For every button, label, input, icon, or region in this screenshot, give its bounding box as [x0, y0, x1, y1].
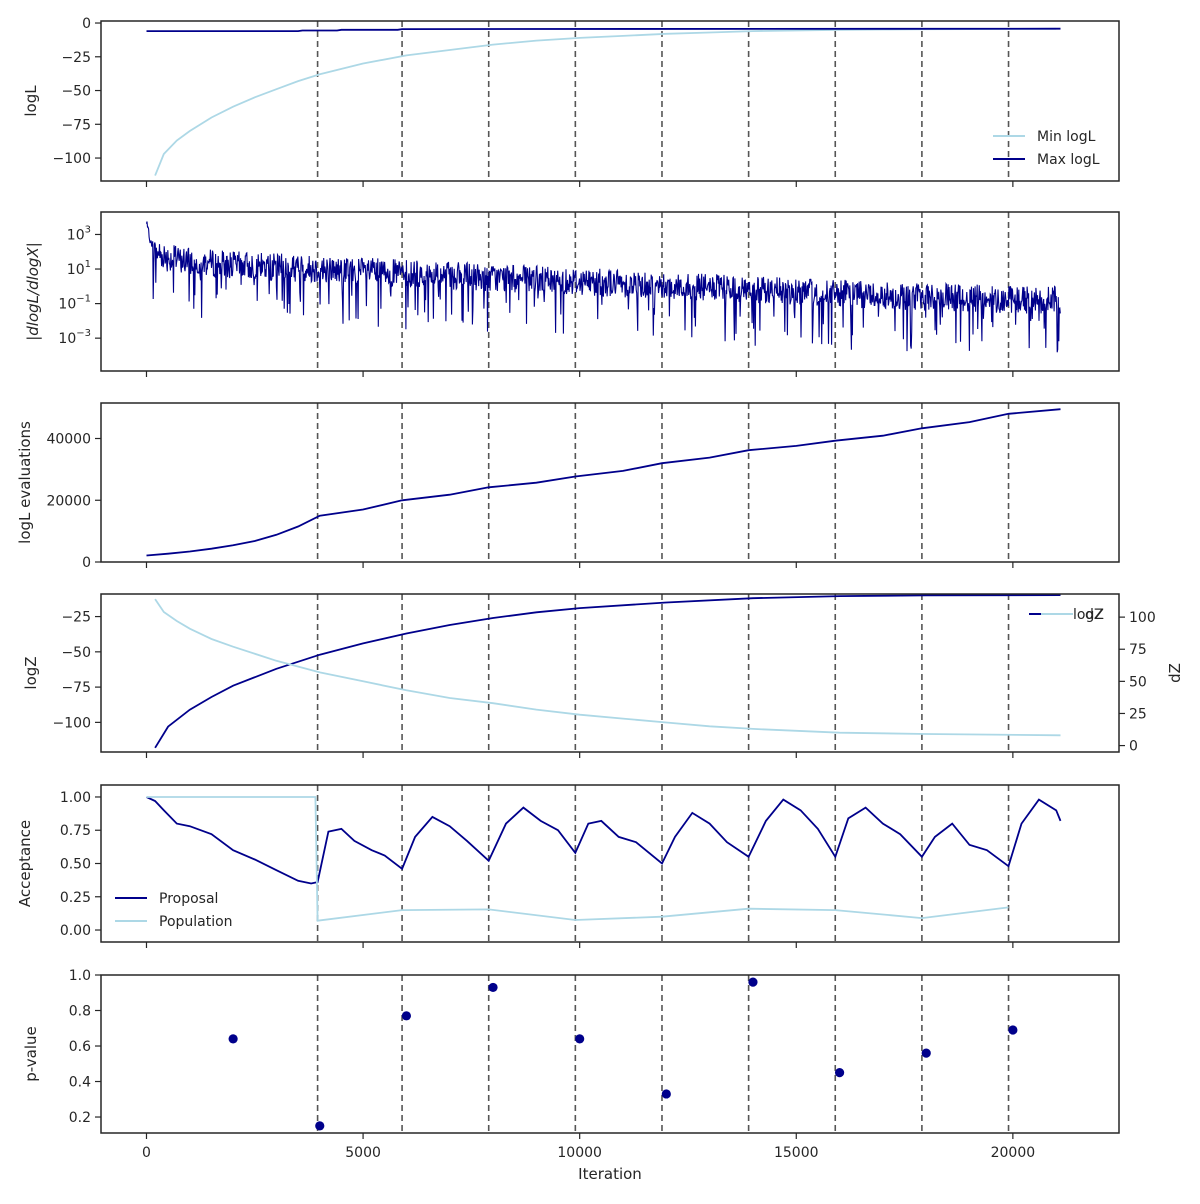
y-tick-label: 0.6: [69, 1039, 91, 1055]
y-axis-label: Acceptance: [16, 820, 34, 907]
axes-frame: [100, 211, 1120, 372]
y-tick-exponent: 1: [85, 259, 91, 270]
x-tick-label: 0: [142, 1145, 151, 1161]
x-tick-label: 20000: [991, 1145, 1036, 1161]
series-line-min-logl: [154, 27, 1057, 176]
y-tick-label: −100: [53, 715, 91, 731]
legend-label: Min logL: [1037, 129, 1096, 145]
x-axis-label: Iteration: [578, 1165, 642, 1183]
y2-tick-label: 75: [1129, 642, 1147, 658]
y-tick-label: 103: [67, 224, 91, 243]
y-axis-label: |dlogL/dlogX|: [24, 242, 42, 341]
series-line-population: [146, 796, 1009, 922]
axes-frame: [100, 593, 1120, 753]
pvalue-point: [1008, 1025, 1018, 1035]
panel-logl: 0 −25 −50 −75 −100 logL Min logL Max logL: [22, 16, 1120, 187]
legend-label: dZ: [1085, 607, 1103, 623]
y2-tick-label: 0: [1129, 739, 1138, 755]
y-tick-label: 10−1: [58, 294, 91, 313]
axes-frame: [100, 20, 1120, 182]
y-tick-label: −100: [53, 151, 91, 167]
y-tick-label: −75: [61, 117, 91, 133]
pvalue-point: [748, 977, 758, 987]
y-tick-label: 1.0: [69, 968, 91, 984]
y2-tick-label: 25: [1129, 706, 1147, 722]
series-line-evals: [146, 408, 1061, 557]
y-axis-label: logZ: [22, 656, 40, 689]
y-tick-label: 0.2: [69, 1110, 91, 1126]
y-tick-label: 0: [82, 16, 91, 32]
x-tick-label: 10000: [557, 1145, 602, 1161]
legend-label: Proposal: [159, 891, 218, 907]
pvalue-point: [661, 1089, 671, 1099]
y-axis-label: logL: [22, 85, 40, 117]
series-line-max-logl: [146, 27, 1061, 32]
axes-frame: [100, 974, 1120, 1134]
panel-pvalue: 0 5000 10000 15000 20000 0.2 0.4 0.6 0.8 1.0 p-val…: [22, 968, 1120, 1183]
y-axis-label: logL evaluations: [16, 421, 34, 544]
y-tick-label: 0.75: [60, 823, 91, 839]
y-tick-label: −50: [61, 645, 91, 661]
legend: Proposal Population: [115, 891, 233, 930]
panel-evals: 0 20000 40000 logL evaluations: [16, 402, 1120, 571]
y-tick-label: 0.25: [60, 890, 91, 906]
y-tick-exponent: −3: [76, 328, 91, 339]
legend-label: Population: [159, 914, 233, 930]
legend-label: logZ: [1073, 607, 1104, 623]
series-line-dz: [154, 598, 1061, 737]
y-axis-label: p-value: [22, 1026, 40, 1082]
y-tick-label: −25: [61, 610, 91, 626]
y2-tick-label: 50: [1129, 674, 1147, 690]
pvalue-point: [401, 1011, 411, 1021]
legend: Min logL Max logL: [993, 129, 1100, 168]
y-tick-label: 0.8: [69, 1004, 91, 1020]
y-tick-label: −50: [61, 84, 91, 100]
y-tick-label: 0.00: [60, 923, 91, 939]
y-tick-base: 10: [67, 262, 85, 278]
y2-axis-label: dZ: [1166, 663, 1184, 683]
pvalue-point: [834, 1068, 845, 1078]
x-tick-label: 5000: [345, 1145, 381, 1161]
x-tick-label: 15000: [774, 1145, 819, 1161]
panel-acceptance: 0.00 0.25 0.50 0.75 1.00 Acceptance Proposal Po…: [16, 784, 1120, 948]
pvalue-point: [921, 1048, 931, 1058]
legend-label: Max logL: [1037, 152, 1100, 168]
y-tick-label: −75: [61, 680, 91, 696]
y-tick-label: 20000: [46, 493, 91, 509]
y-tick-exponent: −1: [76, 294, 91, 305]
pvalue-point: [315, 1121, 325, 1131]
y-tick-base: 10: [58, 331, 76, 347]
y-tick-label: 40000: [46, 432, 91, 448]
series-line-dlogl: [145, 221, 1061, 353]
pvalue-point: [228, 1034, 238, 1044]
y-tick-label: 1.00: [60, 790, 91, 806]
y-tick-base: 10: [58, 297, 76, 313]
pvalue-point: [488, 982, 498, 993]
y-tick-label: 0: [82, 555, 91, 571]
y-tick-base: 10: [67, 227, 85, 243]
y-tick-label: 101: [67, 259, 91, 278]
y-tick-label: 10−3: [58, 328, 91, 347]
y-tick-label: 0.50: [60, 857, 91, 873]
pvalue-point: [575, 1034, 585, 1044]
y-tick-exponent: 3: [85, 224, 91, 235]
y-tick-label: −25: [61, 50, 91, 66]
axes-frame: [100, 402, 1120, 563]
y2-tick-label: 100: [1129, 610, 1156, 626]
series-line-proposal: [146, 796, 1062, 885]
series-line-logz: [154, 594, 1061, 749]
y-tick-label: 0.4: [69, 1075, 91, 1091]
